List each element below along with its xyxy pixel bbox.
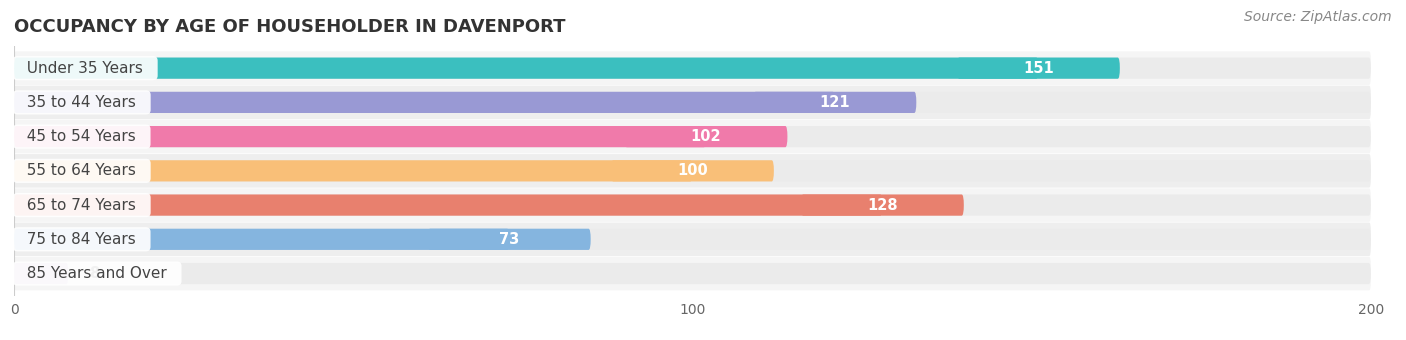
- FancyBboxPatch shape: [14, 160, 692, 182]
- Text: 8: 8: [89, 266, 98, 281]
- Text: 100: 100: [678, 163, 707, 178]
- Text: 151: 151: [1024, 61, 1054, 76]
- FancyBboxPatch shape: [14, 126, 1371, 147]
- FancyBboxPatch shape: [754, 92, 917, 113]
- FancyBboxPatch shape: [14, 223, 1371, 256]
- Text: Source: ZipAtlas.com: Source: ZipAtlas.com: [1244, 10, 1392, 24]
- FancyBboxPatch shape: [14, 120, 1371, 153]
- FancyBboxPatch shape: [14, 86, 1371, 119]
- FancyBboxPatch shape: [14, 188, 1371, 222]
- FancyBboxPatch shape: [612, 160, 773, 182]
- FancyBboxPatch shape: [14, 92, 835, 113]
- Text: 85 Years and Over: 85 Years and Over: [17, 266, 177, 281]
- FancyBboxPatch shape: [14, 154, 1371, 188]
- FancyBboxPatch shape: [624, 126, 787, 147]
- FancyBboxPatch shape: [14, 229, 1371, 250]
- Text: Under 35 Years: Under 35 Years: [17, 61, 153, 76]
- Text: 75 to 84 Years: 75 to 84 Years: [17, 232, 146, 247]
- FancyBboxPatch shape: [14, 194, 1371, 216]
- Text: 128: 128: [868, 198, 897, 212]
- FancyBboxPatch shape: [957, 57, 1119, 79]
- FancyBboxPatch shape: [14, 57, 1371, 79]
- FancyBboxPatch shape: [14, 160, 1371, 182]
- Text: 65 to 74 Years: 65 to 74 Years: [17, 198, 146, 212]
- FancyBboxPatch shape: [14, 92, 1371, 113]
- FancyBboxPatch shape: [14, 126, 706, 147]
- Text: 73: 73: [499, 232, 519, 247]
- Text: OCCUPANCY BY AGE OF HOUSEHOLDER IN DAVENPORT: OCCUPANCY BY AGE OF HOUSEHOLDER IN DAVEN…: [14, 18, 565, 36]
- FancyBboxPatch shape: [14, 194, 883, 216]
- FancyBboxPatch shape: [14, 229, 509, 250]
- Text: 45 to 54 Years: 45 to 54 Years: [17, 129, 146, 144]
- FancyBboxPatch shape: [14, 51, 1371, 85]
- FancyBboxPatch shape: [14, 257, 1371, 290]
- FancyBboxPatch shape: [801, 194, 965, 216]
- FancyBboxPatch shape: [14, 57, 1039, 79]
- FancyBboxPatch shape: [427, 229, 591, 250]
- Text: 55 to 64 Years: 55 to 64 Years: [17, 163, 146, 178]
- Text: 121: 121: [820, 95, 851, 110]
- Text: 102: 102: [690, 129, 721, 144]
- FancyBboxPatch shape: [14, 263, 1371, 284]
- Text: 35 to 44 Years: 35 to 44 Years: [17, 95, 146, 110]
- FancyBboxPatch shape: [14, 263, 69, 284]
